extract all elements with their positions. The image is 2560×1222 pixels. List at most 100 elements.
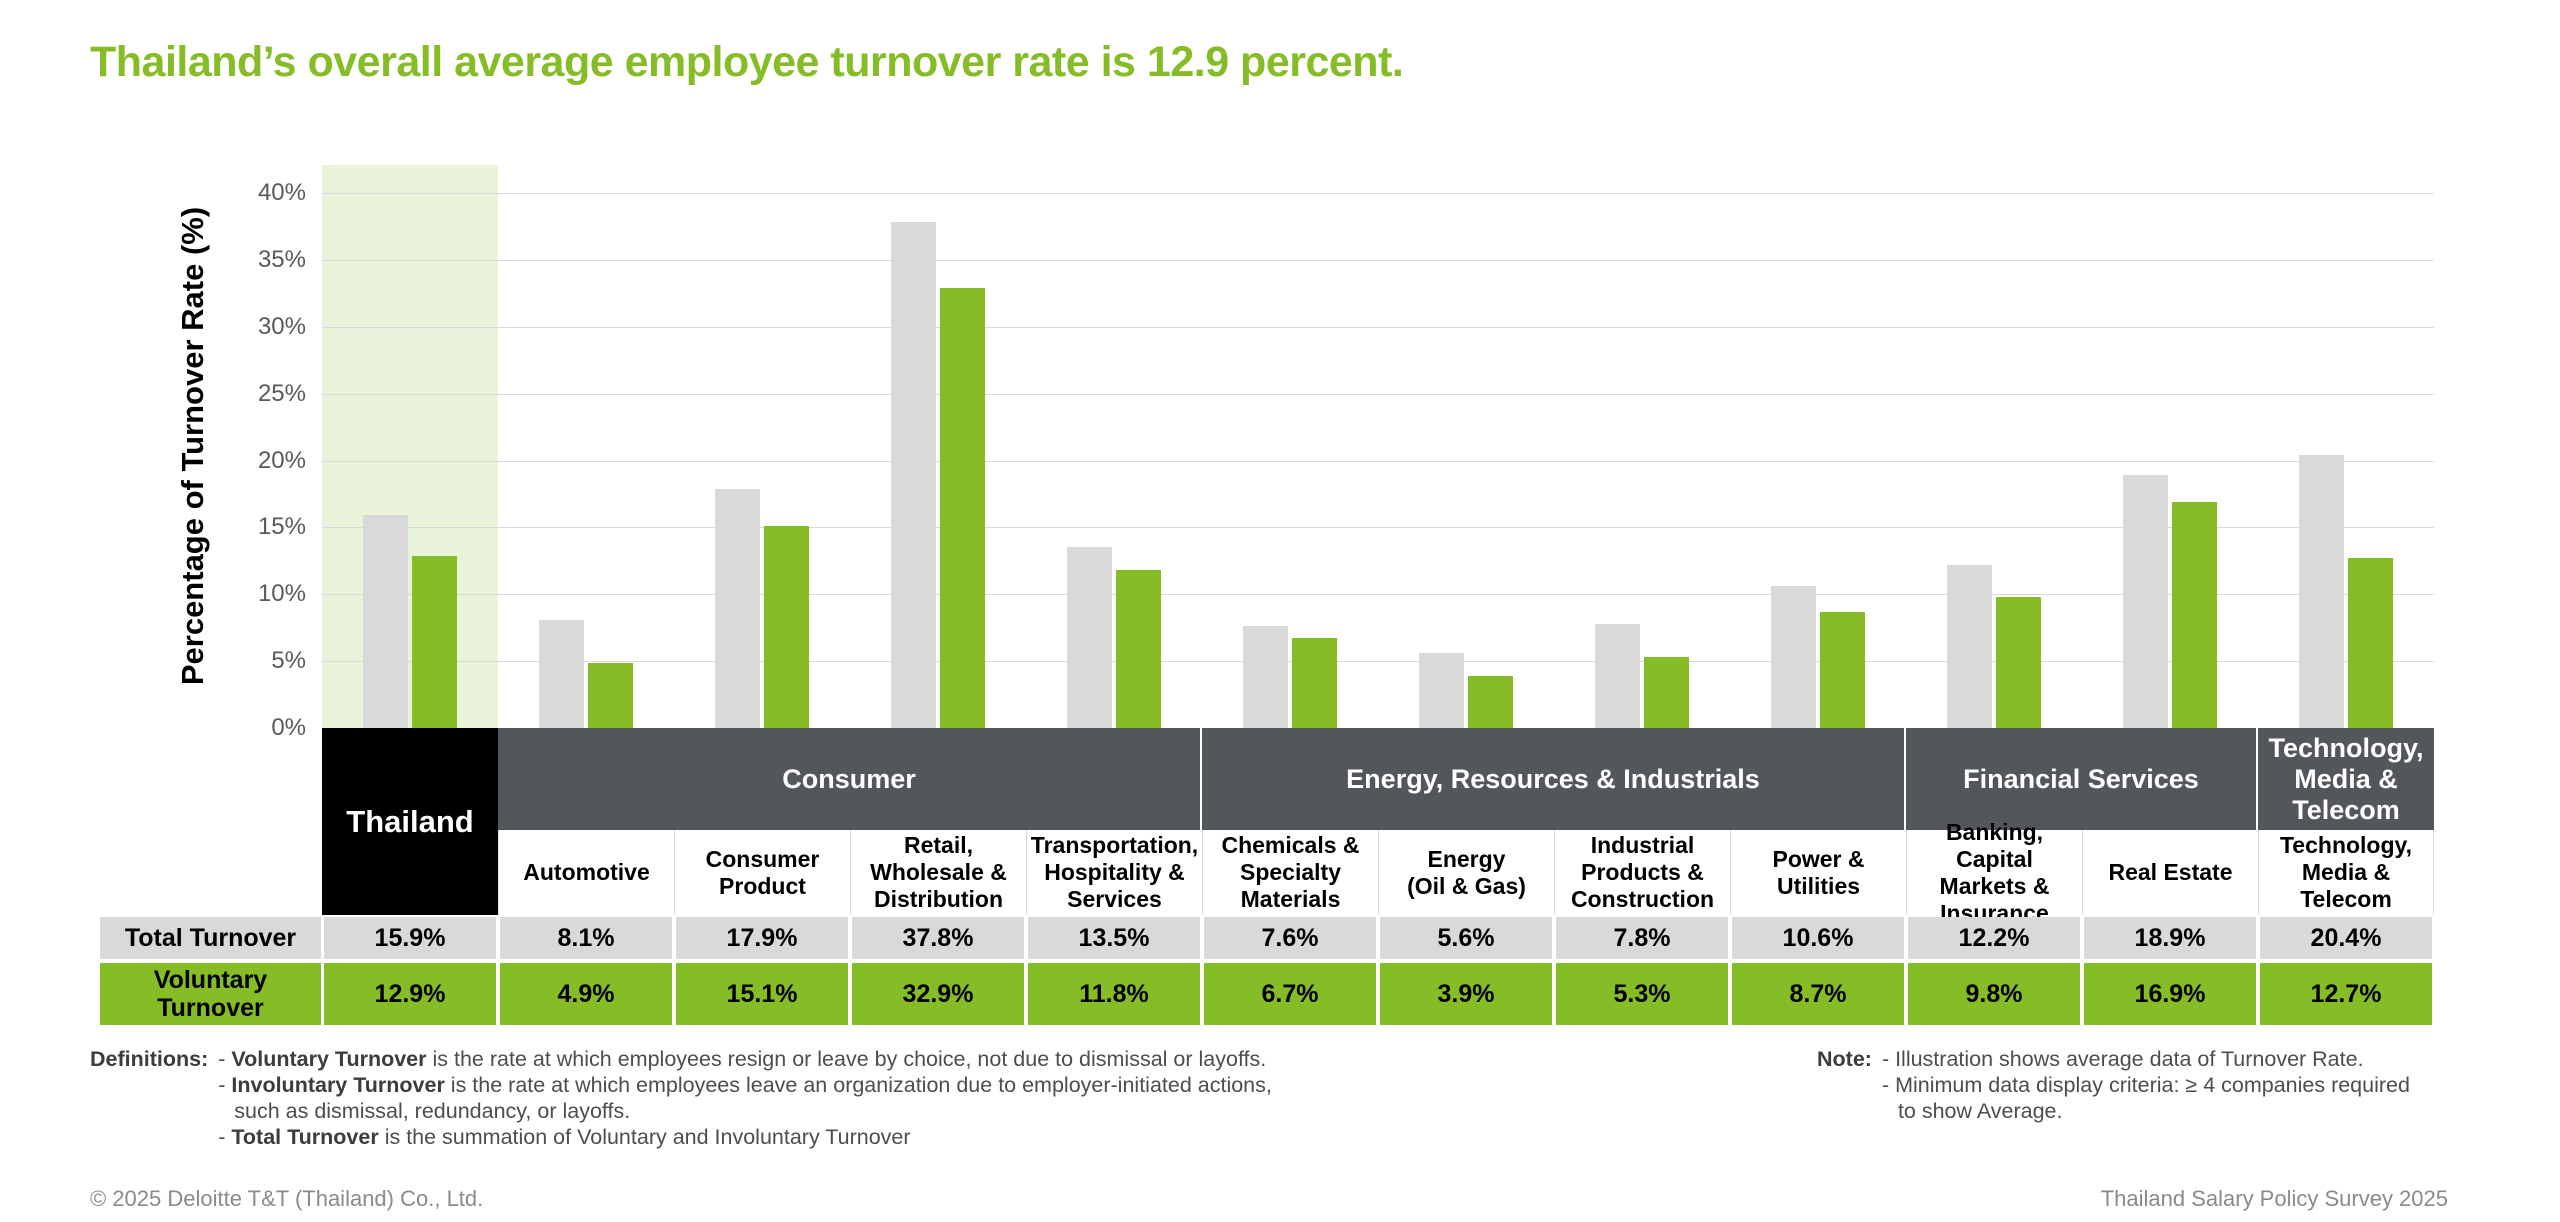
definition-term: Voluntary Turnover	[231, 1047, 427, 1071]
bar-voluntary-turnover	[1644, 657, 1689, 728]
table-cell: 12.7%	[2260, 963, 2432, 1025]
y-axis-title: Percentage of Turnover Rate (%)	[175, 206, 210, 686]
y-tick-label: 20%	[257, 446, 306, 474]
row-label-voluntary-turnover: Voluntary Turnover	[100, 963, 321, 1025]
industry-header-consumer-product: Consumer Product	[674, 830, 850, 915]
definition-term: Involuntary Turnover	[231, 1073, 445, 1097]
gridline	[322, 460, 2434, 462]
industry-header-technology-media-telecom: Technology, Media & Telecom	[2258, 830, 2434, 915]
y-tick-label: 35%	[257, 245, 306, 273]
industry-header-real-estate: Real Estate	[2082, 830, 2258, 915]
definitions-label: Definitions:	[90, 1047, 209, 1071]
gridline	[322, 193, 2434, 194]
bar-total-turnover	[363, 515, 408, 728]
bar-total-turnover	[539, 619, 584, 728]
definition-term: Total Turnover	[231, 1125, 379, 1149]
table-cell: 8.7%	[1732, 963, 1904, 1025]
definition-item: - Total Turnover is the summation of Vol…	[218, 1124, 1510, 1150]
table-cell: 32.9%	[852, 963, 1024, 1025]
gridline	[322, 661, 2434, 663]
industry-header-chemicals-specialty-materials: Chemicals & Specialty Materials	[1202, 830, 1378, 915]
table-cell: 10.6%	[1732, 917, 1904, 959]
definition-item: - Involuntary Turnover is the rate at wh…	[218, 1072, 1510, 1098]
group-header-financial-services: Financial Services	[1906, 728, 2258, 830]
table-cell: 15.1%	[676, 963, 848, 1025]
bar-voluntary-turnover	[1996, 596, 2041, 728]
table-cell: 7.8%	[1556, 917, 1728, 959]
bar-total-turnover	[1947, 564, 1992, 728]
table-cell: 3.9%	[1380, 963, 1552, 1025]
bar-total-turnover	[1067, 547, 1112, 728]
industry-header-banking-capital-markets-insurance: Banking, Capital Markets & Insurance	[1906, 819, 2082, 926]
gridline	[322, 326, 2434, 328]
note-item: - Illustration shows average data of Tur…	[1882, 1046, 2477, 1072]
note-item: to show Average.	[1882, 1098, 2477, 1124]
page-title: Thailand’s overall average employee turn…	[90, 38, 1404, 86]
industry-header-automotive: Automotive	[498, 830, 674, 915]
table-cell: 15.9%	[324, 917, 496, 959]
bar-total-turnover	[1243, 626, 1288, 728]
table-cell: 17.9%	[676, 917, 848, 959]
bar-voluntary-turnover	[764, 526, 809, 728]
bar-voluntary-turnover	[2172, 502, 2217, 728]
y-tick-label: 5%	[271, 647, 306, 675]
table-cell: 12.9%	[324, 963, 496, 1025]
table-cell: 11.8%	[1028, 963, 1200, 1025]
bar-voluntary-turnover	[2348, 558, 2393, 728]
bar-voluntary-turnover	[940, 288, 985, 728]
bar-voluntary-turnover	[588, 662, 633, 728]
plot-area	[322, 165, 2434, 728]
industry-header-retail-wholesale-distribution: Retail, Wholesale & Distribution	[850, 830, 1026, 915]
row-label-total-turnover: Total Turnover	[100, 917, 321, 959]
table-cell: 18.9%	[2084, 917, 2256, 959]
note-label: Note:	[1817, 1047, 1872, 1071]
definitions-block: Definitions: - Voluntary Turnover is the…	[90, 1046, 1510, 1150]
industry-header-industrial-products-construction: Industrial Products & Construction	[1554, 830, 1730, 915]
note-item: - Minimum data display criteria: ≥ 4 com…	[1882, 1072, 2477, 1098]
table-cell: 5.3%	[1556, 963, 1728, 1025]
gridline	[322, 527, 2434, 529]
bar-voluntary-turnover	[1820, 611, 1865, 728]
table-cell: 20.4%	[2260, 917, 2432, 959]
industry-header-energy-oil-gas: Energy (Oil & Gas)	[1378, 830, 1554, 915]
definition-item: such as dismissal, redundancy, or layoff…	[218, 1098, 1510, 1124]
definition-text: -	[218, 1125, 232, 1149]
definition-text: is the summation of Voluntary and Involu…	[378, 1125, 911, 1149]
bar-voluntary-turnover	[412, 555, 457, 728]
bar-total-turnover	[1595, 623, 1640, 728]
industry-header-power-utilities: Power & Utilities	[1730, 830, 1906, 915]
bar-total-turnover	[1771, 586, 1816, 728]
table-cell: 5.6%	[1380, 917, 1552, 959]
y-tick-label: 0%	[271, 714, 306, 741]
bar-total-turnover	[715, 488, 760, 728]
table-cell: 6.7%	[1204, 963, 1376, 1025]
footer-copyright: © 2025 Deloitte T&T (Thailand) Co., Ltd.	[90, 1186, 484, 1211]
note-text: - Illustration shows average data of Tur…	[1881, 1047, 2364, 1071]
bar-total-turnover	[2123, 475, 2168, 728]
definition-item: - Voluntary Turnover is the rate at whic…	[218, 1046, 1510, 1072]
gridline	[322, 393, 2434, 395]
thailand-highlight-band	[322, 165, 498, 728]
group-header-consumer: Consumer	[498, 728, 1202, 830]
definition-text: such as dismissal, redundancy, or layoff…	[234, 1099, 631, 1123]
footer-survey-name: Thailand Salary Policy Survey 2025	[2100, 1186, 2448, 1211]
gridline	[322, 594, 2434, 596]
note-items: - Illustration shows average data of Tur…	[1882, 1046, 2477, 1124]
table-cell: 13.5%	[1028, 917, 1200, 959]
industry-header-transportation-hospitality-services: Transportation, Hospitality & Services	[1026, 830, 1202, 915]
definition-text: is the rate at which employees resign or…	[426, 1047, 1267, 1071]
table-cell: 7.6%	[1204, 917, 1376, 959]
definition-text: -	[218, 1073, 232, 1097]
bar-voluntary-turnover	[1116, 570, 1161, 728]
definition-text: is the rate at which employees leave an …	[444, 1073, 1272, 1097]
definition-text: -	[218, 1047, 232, 1071]
bar-voluntary-turnover	[1292, 638, 1337, 728]
table-cell: 12.2%	[1908, 917, 2080, 959]
y-tick-label: 25%	[257, 379, 306, 407]
table-cell: 37.8%	[852, 917, 1024, 959]
country-header-cell: Thailand	[322, 728, 498, 915]
bar-total-turnover	[2299, 455, 2344, 728]
y-tick-label: 40%	[257, 179, 306, 206]
table-cell: 9.8%	[1908, 963, 2080, 1025]
